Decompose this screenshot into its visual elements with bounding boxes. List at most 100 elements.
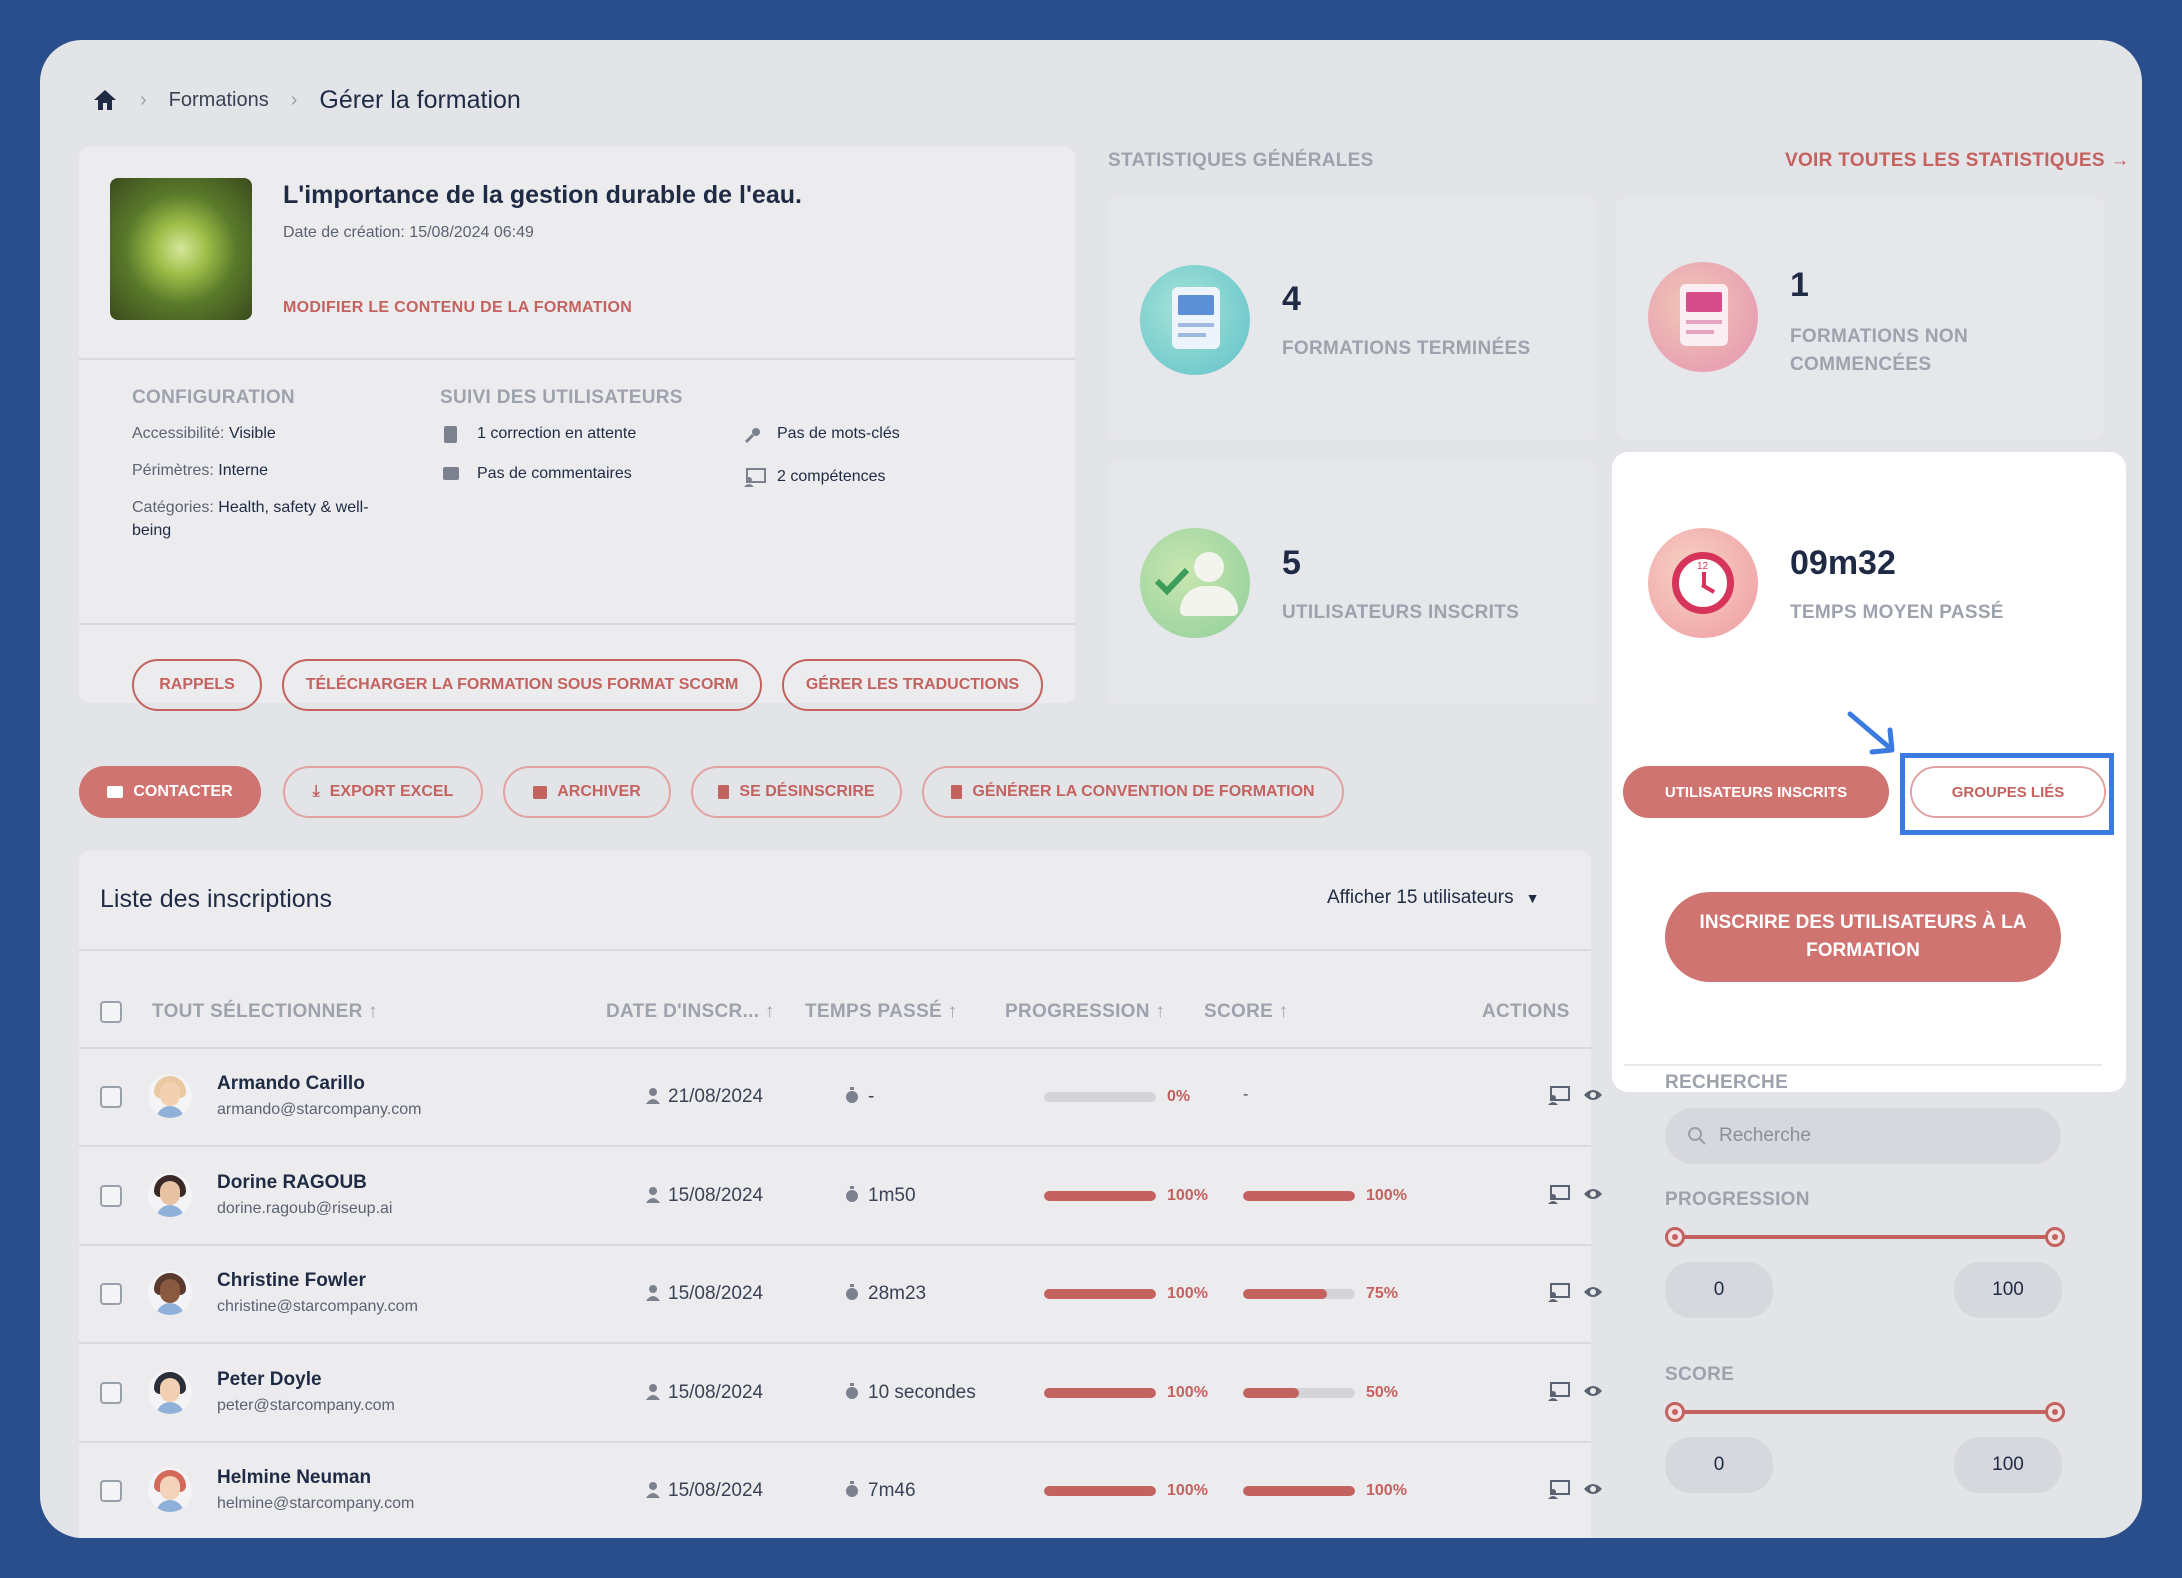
col-progress[interactable]: PROGRESSION ↑ <box>1005 1001 1166 1022</box>
see-all-stats-link[interactable]: VOIR TOUTES LES STATISTIQUES → <box>1785 150 2130 171</box>
row-checkbox[interactable] <box>100 1381 122 1404</box>
user-name[interactable]: Helmine Neuman <box>217 1467 372 1488</box>
row-checkbox[interactable] <box>100 1086 122 1108</box>
table-row[interactable]: Helmine Neuman helmine@starcompany.com 1… <box>79 1442 1602 1538</box>
progress-slider-min-handle[interactable] <box>1665 1227 1685 1247</box>
progress-bar <box>1044 1486 1156 1496</box>
user-icon <box>646 1285 660 1301</box>
tab-enrolled-users[interactable]: UTILISATEURS INSCRITS <box>1623 766 1889 818</box>
skills-count: 2 compétences <box>777 468 886 485</box>
page-title: Gérer la formation <box>319 85 521 114</box>
enroll-date: 15/08/2024 <box>668 1283 764 1304</box>
score-slider-track[interactable] <box>1675 1410 2055 1414</box>
reminders-button[interactable]: RAPPELS <box>132 659 262 711</box>
score-bar <box>1243 1486 1355 1496</box>
unsubscribe-button[interactable]: SE DÉSINSCRIRE <box>691 766 902 818</box>
progress-max-input[interactable]: 100 <box>1954 1262 2062 1318</box>
manage-translations-button[interactable]: GÉRER LES TRADUCTIONS <box>782 659 1043 711</box>
col-date[interactable]: DATE D'INSCR... ↑ <box>606 1001 775 1022</box>
divider <box>79 358 1075 360</box>
score-value: - <box>1243 1086 1249 1103</box>
user-name[interactable]: Peter Doyle <box>217 1368 322 1390</box>
select-all-checkbox[interactable] <box>100 1001 122 1023</box>
archive-button[interactable]: ARCHIVER <box>503 766 671 818</box>
eye-icon[interactable] <box>1583 1482 1603 1496</box>
skills-icon[interactable] <box>1547 1085 1571 1105</box>
download-icon: ⤓ <box>312 783 320 800</box>
skills-icon[interactable] <box>1547 1479 1571 1499</box>
config-perimeters: Périmètres: Interne <box>132 462 269 479</box>
progress-fill <box>1044 1190 1156 1201</box>
search-input[interactable]: Recherche <box>1665 1108 2061 1164</box>
row-checkbox[interactable] <box>100 1184 122 1207</box>
progress-fill <box>1044 1387 1156 1398</box>
row-checkbox[interactable] <box>100 1480 122 1502</box>
row-checkbox[interactable] <box>100 1283 122 1305</box>
score-slider-min-handle[interactable] <box>1665 1402 1685 1422</box>
enrolled-value: 5 <box>1282 544 1301 582</box>
progress-slider-track[interactable] <box>1675 1235 2055 1239</box>
eye-icon[interactable] <box>1583 1285 1603 1299</box>
progress-fill <box>1044 1289 1156 1299</box>
user-email: dorine.ragoub@riseup.ai <box>217 1199 393 1217</box>
user-name[interactable]: Dorine RAGOUB <box>217 1171 367 1193</box>
eye-icon[interactable] <box>1583 1088 1603 1102</box>
file-icon <box>951 785 963 799</box>
config-heading: CONFIGURATION <box>132 387 295 408</box>
table-row[interactable]: Christine Fowler christine@starcompany.c… <box>79 1245 1602 1344</box>
progress-percent: 100% <box>1167 1383 1208 1401</box>
enroll-date: 21/08/2024 <box>668 1086 764 1107</box>
breadcrumb-formations[interactable]: Formations <box>168 88 269 111</box>
export-excel-button[interactable]: ⤓ EXPORT EXCEL <box>283 766 483 818</box>
progress-percent: 100% <box>1167 1285 1208 1302</box>
user-name[interactable]: Armando Carillo <box>217 1073 365 1094</box>
score-fill <box>1243 1289 1327 1299</box>
col-score[interactable]: SCORE ↑ <box>1204 1001 1289 1022</box>
skills-icon[interactable] <box>1547 1381 1571 1401</box>
skills-icon[interactable] <box>1547 1184 1571 1204</box>
score-min-input[interactable]: 0 <box>1665 1437 1773 1493</box>
skills-icon[interactable] <box>1547 1282 1571 1302</box>
score-percent: 75% <box>1366 1285 1399 1302</box>
user-icon <box>646 1383 660 1400</box>
avg-time-value: 09m32 <box>1790 544 1896 582</box>
user-icon <box>646 1482 660 1498</box>
time-spent: 1m50 <box>868 1184 916 1206</box>
download-scorm-button[interactable]: TÉLÉCHARGER LA FORMATION SOUS FORMAT SCO… <box>282 659 762 711</box>
col-select-all[interactable]: TOUT SÉLECTIONNER ↑ <box>152 1001 378 1022</box>
enroll-users-button[interactable]: INSCRIRE DES UTILISATEURS À LA FORMATION <box>1665 892 2061 982</box>
course-date: Date de création: 15/08/2024 06:49 <box>283 224 534 241</box>
contact-button[interactable]: CONTACTER <box>79 766 261 818</box>
score-bar <box>1243 1387 1355 1398</box>
key-icon <box>744 428 760 444</box>
document-pink-icon <box>1648 262 1758 372</box>
score-percent: 100% <box>1366 1186 1407 1204</box>
table-row[interactable]: Armando Carillo armando@starcompany.com … <box>79 1048 1602 1147</box>
caret-down-icon: ▼ <box>1525 890 1540 906</box>
comment-icon <box>443 467 459 480</box>
course-thumbnail <box>110 178 252 320</box>
progress-slider-max-handle[interactable] <box>2045 1227 2065 1247</box>
progress-percent: 100% <box>1167 1186 1208 1204</box>
config-access: Accessibilité: Visible <box>132 425 276 442</box>
generate-convention-button[interactable]: GÉNÉRER LA CONVENTION DE FORMATION <box>922 766 1344 818</box>
clock-icon: 12 <box>1648 528 1758 638</box>
progress-min-input[interactable]: 0 <box>1665 1262 1773 1318</box>
highlight-box <box>1900 753 2114 835</box>
eye-icon[interactable] <box>1583 1384 1603 1398</box>
stat-card-completed: 4 FORMATIONS TERMINÉES <box>1108 198 1596 440</box>
per-page-select[interactable]: Afficher 15 utilisateurs ▼ <box>1327 887 1540 908</box>
score-max-input[interactable]: 100 <box>1954 1437 2062 1493</box>
edit-content-link[interactable]: MODIFIER LE CONTENU DE LA FORMATION <box>283 299 633 316</box>
eye-icon[interactable] <box>1583 1187 1603 1201</box>
table-row[interactable]: Dorine RAGOUB dorine.ragoub@riseup.ai 15… <box>79 1147 1602 1246</box>
user-name[interactable]: Christine Fowler <box>217 1270 366 1291</box>
score-filter-heading: SCORE <box>1665 1364 1735 1385</box>
corrections-pending: 1 correction en attente <box>477 425 637 442</box>
tab-linked-groups[interactable]: GROUPES LIÉS <box>1910 766 2106 818</box>
col-time[interactable]: TEMPS PASSÉ ↑ <box>805 1001 958 1022</box>
table-row[interactable]: Peter Doyle peter@starcompany.com 15/08/… <box>79 1344 1602 1443</box>
archive-icon <box>533 785 548 799</box>
score-slider-max-handle[interactable] <box>2045 1402 2065 1422</box>
home-icon[interactable] <box>92 88 118 112</box>
